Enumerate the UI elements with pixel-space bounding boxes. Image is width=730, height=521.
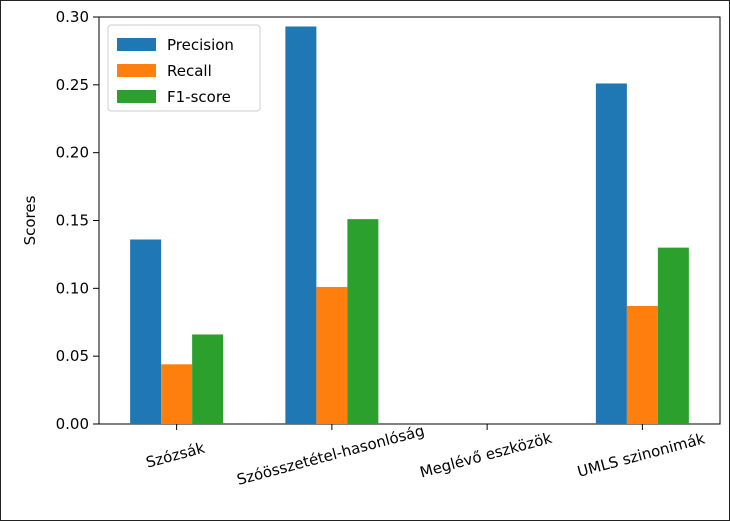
- x-tick-label: Szózsák: [144, 439, 207, 472]
- legend-label: Recall: [167, 62, 212, 80]
- x-tick-label: UMLS szinonimák: [575, 429, 707, 480]
- y-tick-label: 0.30: [56, 8, 89, 26]
- bars-group: [130, 26, 689, 424]
- bar-f1-score-0: [192, 334, 224, 424]
- y-tick-label: 0.25: [56, 76, 89, 94]
- legend-swatch: [117, 90, 156, 103]
- y-tick-label: 0.10: [56, 279, 89, 297]
- y-tick-label: 0.20: [56, 144, 89, 162]
- y-tick-label: 0.05: [56, 347, 89, 365]
- bar-f1-score-1: [347, 219, 379, 424]
- bar-recall-3: [626, 305, 658, 424]
- y-tick-label: 0.00: [56, 415, 89, 433]
- bar-recall-1: [316, 286, 348, 424]
- bar-precision-1: [285, 26, 317, 424]
- y-axis: 0.00 0.05 0.10 0.15 0.20 0.25 0.30: [56, 8, 99, 433]
- legend: Precision Recall F1-score: [107, 24, 261, 112]
- legend-label: F1-score: [167, 88, 231, 106]
- bar-f1-score-3: [657, 247, 689, 424]
- x-tick-label: Szóösszetétel-hasonlóság: [235, 421, 426, 488]
- legend-label: Precision: [167, 36, 234, 54]
- y-axis-label: Scores: [21, 195, 39, 245]
- bar-recall-0: [161, 364, 193, 424]
- x-tick-label: Meglévő eszközök: [418, 429, 554, 482]
- bar-precision-3: [595, 83, 627, 424]
- legend-swatch: [117, 64, 156, 77]
- legend-swatch: [117, 38, 156, 51]
- bar-precision-0: [130, 239, 162, 424]
- y-tick-label: 0.15: [56, 212, 89, 230]
